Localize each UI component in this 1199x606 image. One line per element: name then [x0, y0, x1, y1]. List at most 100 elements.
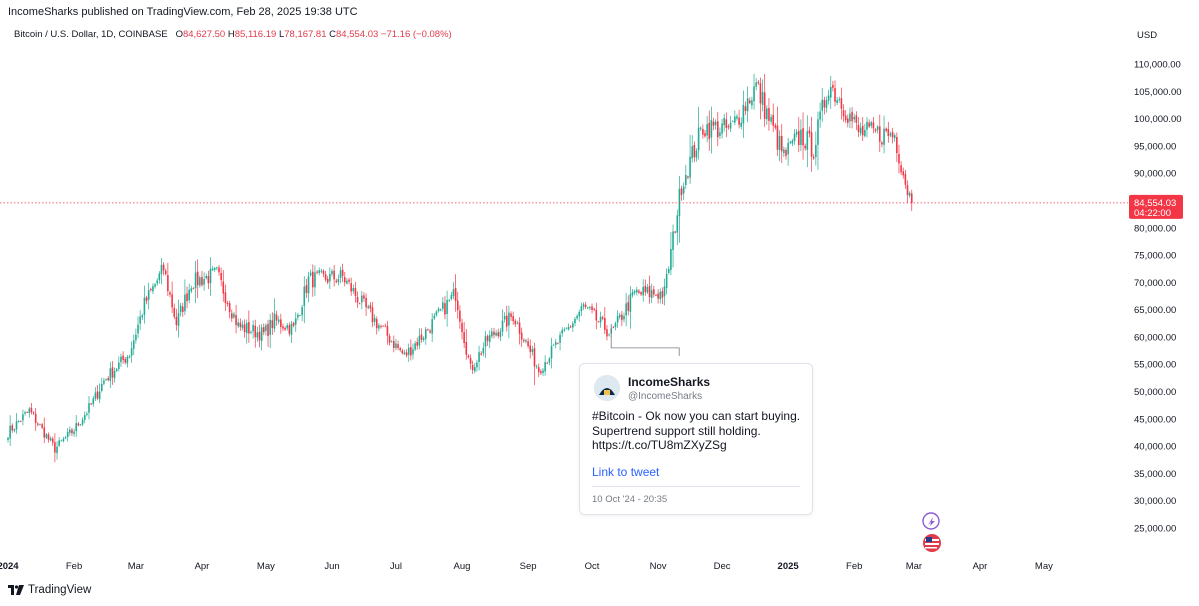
tweet-date: 10 Oct '24 - 20:35: [592, 494, 668, 505]
candle-body: [126, 356, 129, 364]
candle-body: [307, 276, 310, 294]
candle-body: [834, 87, 836, 102]
candle-body: [838, 99, 841, 101]
candle-body: [685, 174, 687, 185]
last-price-badge: [1129, 194, 1183, 219]
candle-body: [721, 123, 723, 134]
candle-body: [196, 271, 199, 286]
candle-body: [111, 367, 114, 378]
candle-body: [403, 352, 406, 354]
high-value: 85,116.19: [234, 29, 277, 40]
candle-body: [282, 326, 284, 329]
event-icons[interactable]: [918, 512, 944, 556]
candle-body: [30, 407, 33, 413]
candle-body: [37, 423, 39, 425]
candle-body: [859, 127, 862, 134]
candle-body: [132, 340, 135, 349]
candle-body: [795, 131, 798, 135]
candle-body: [693, 145, 696, 158]
tweet-card[interactable]: IncomeSharks @IncomeSharks #Bitcoin - Ok…: [579, 363, 813, 515]
candle-body: [290, 323, 293, 335]
time-tick-label: Feb: [66, 561, 82, 572]
candle-body: [13, 429, 16, 431]
candle-body: [874, 129, 877, 132]
candle-body: [335, 280, 338, 283]
time-tick-label: Mar: [906, 561, 922, 572]
candle-body: [422, 338, 425, 340]
candle-body: [17, 421, 20, 422]
candle-body: [62, 438, 65, 442]
tweet-line-2: Supertrend support still holding.: [592, 423, 761, 438]
candle-body: [716, 121, 719, 138]
candle-body: [861, 125, 864, 136]
candle-body: [301, 307, 303, 316]
candle-body: [559, 334, 561, 343]
candle-body: [412, 349, 414, 355]
tweet-line-3[interactable]: https://t.co/TU8mZXyZSg: [592, 438, 727, 452]
candle-body: [501, 320, 504, 332]
footer-branding[interactable]: TradingView: [8, 584, 91, 596]
candle-body: [158, 273, 161, 281]
candle-body: [120, 356, 122, 363]
candle-body: [631, 292, 634, 296]
candle-body: [324, 274, 327, 280]
candle-body: [550, 345, 553, 359]
candle-body: [625, 303, 627, 316]
candle-body: [167, 275, 169, 292]
candle-body: [135, 334, 137, 341]
tweet-author-name[interactable]: IncomeSharks: [628, 375, 711, 389]
candle-body: [533, 348, 536, 367]
candle-body: [90, 403, 92, 405]
time-axis: 2024 Feb Mar Apr May Jun Jul Aug Sep Oct Nov Dec 202…: [0, 561, 1053, 572]
candle-body: [141, 315, 144, 318]
candle-body: [284, 327, 286, 330]
candle-body: [418, 335, 421, 346]
candle-body: [275, 314, 278, 321]
candle-body: [273, 313, 276, 329]
sparkle-event-icon: [922, 512, 940, 530]
candle-body: [783, 149, 785, 154]
candle-body: [207, 276, 210, 284]
candle-body: [759, 83, 762, 104]
candle-body: [271, 320, 274, 329]
candle-body: [79, 424, 82, 426]
candle-body: [665, 274, 668, 288]
currency-label: USD: [1137, 30, 1158, 41]
candle-body: [94, 392, 97, 399]
candle-body: [734, 116, 736, 123]
candle-body: [787, 142, 789, 155]
candle-body: [186, 293, 188, 302]
candle-body: [800, 129, 802, 145]
candle-body: [488, 335, 491, 343]
candle-body: [638, 290, 640, 293]
candle-body: [540, 371, 542, 374]
close-value: 84,554.03: [336, 29, 379, 40]
candle-body: [650, 290, 653, 299]
tweet-author-handle[interactable]: @IncomeSharks: [628, 391, 703, 402]
candle-body: [910, 193, 913, 203]
candle-body: [648, 285, 651, 298]
price-tick-label: 45,000.00: [1134, 414, 1176, 425]
candle-body: [41, 424, 43, 428]
candle-body: [384, 325, 387, 327]
candle-body: [365, 297, 367, 308]
candle-body: [435, 311, 438, 316]
candle-body: [260, 327, 263, 342]
candle-body: [808, 130, 811, 134]
candle-body: [49, 438, 52, 441]
candle-body: [312, 271, 314, 288]
candle-body: [429, 330, 431, 333]
candle-body: [584, 304, 587, 307]
candle-body: [866, 121, 868, 130]
candle-body: [493, 331, 495, 336]
avatar[interactable]: [594, 375, 620, 401]
candle-body: [433, 315, 436, 319]
candle-body: [139, 316, 141, 324]
candle-body: [881, 142, 883, 145]
link-to-tweet[interactable]: Link to tweet: [592, 465, 660, 479]
candle-body: [269, 319, 271, 335]
tweet-connector-line: [610, 323, 680, 356]
candle-body: [595, 309, 598, 321]
time-tick-label: May: [257, 561, 275, 572]
